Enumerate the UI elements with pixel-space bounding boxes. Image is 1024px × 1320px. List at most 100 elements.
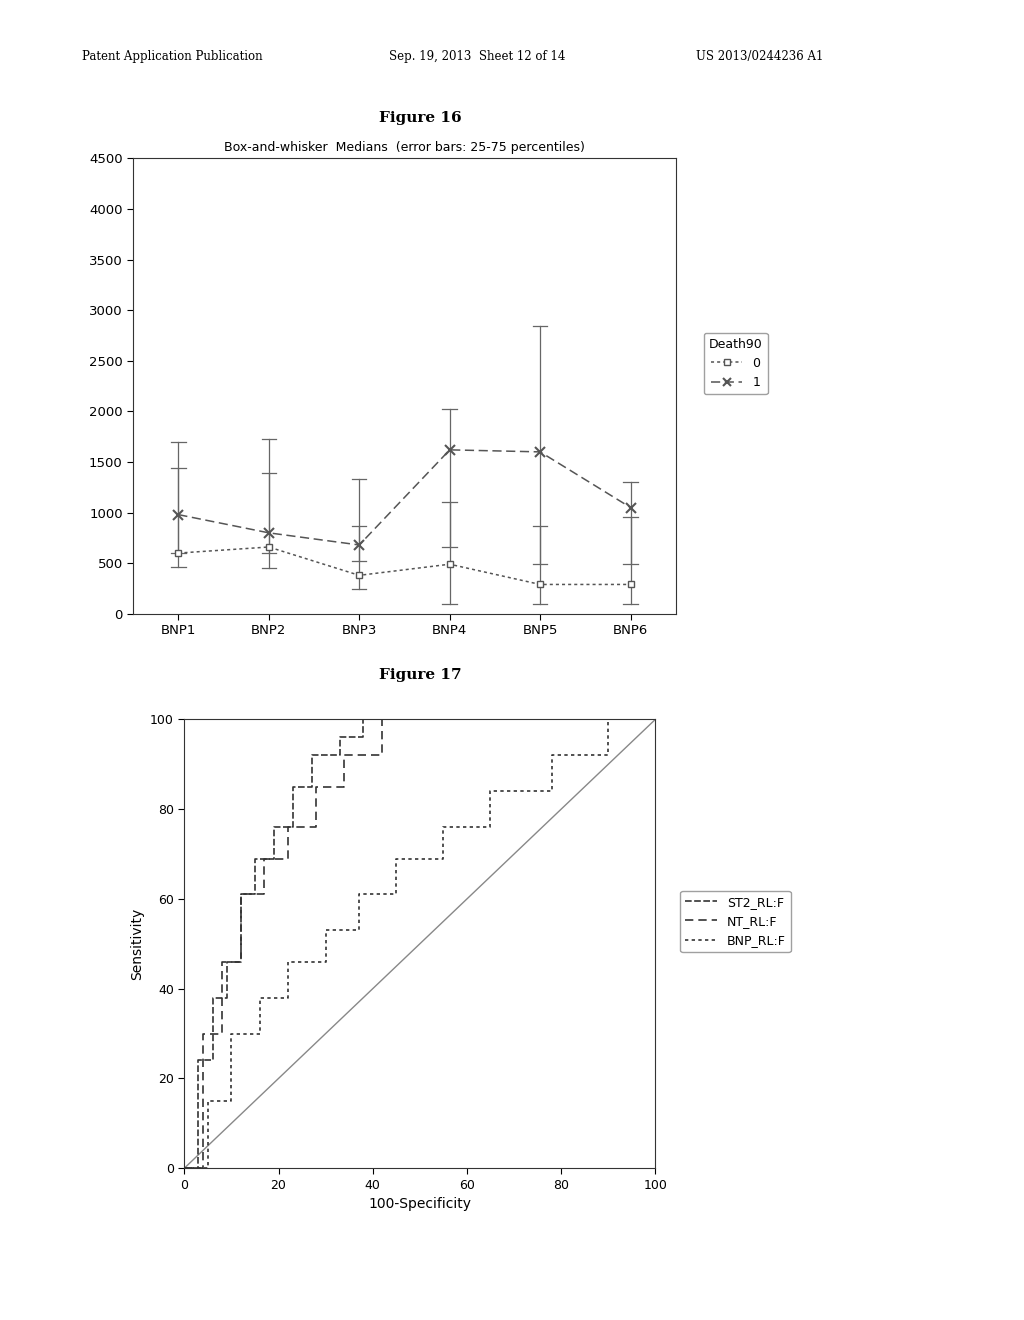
ST2_RL:F <box>649 711 662 727</box>
NT_RL:F <box>216 1026 228 1041</box>
NT_RL:F <box>376 747 388 763</box>
BNP_RL:F <box>202 1160 214 1176</box>
ST2_RL:F <box>287 779 299 795</box>
Line: ST2_RL:F: ST2_RL:F <box>184 719 655 1168</box>
Text: Figure 16: Figure 16 <box>379 111 461 125</box>
NT_RL:F <box>452 711 464 727</box>
0 <box>625 577 637 593</box>
BNP_RL:F <box>282 954 294 970</box>
BNP_RL:F <box>352 887 365 903</box>
BNP_RL:F <box>352 923 365 939</box>
NT_RL:F <box>376 711 388 727</box>
0 <box>172 545 184 561</box>
1 <box>625 499 637 515</box>
ST2_RL:F <box>249 887 261 903</box>
BNP_RL:F <box>484 820 497 836</box>
ST2_RL:F <box>357 730 370 746</box>
NT_RL:F <box>414 711 426 727</box>
1 <box>353 537 366 553</box>
Line: 0: 0 <box>175 544 634 587</box>
BNP_RL:F <box>546 783 558 799</box>
NT_RL:F <box>258 887 270 903</box>
Line: NT_RL:F: NT_RL:F <box>184 719 655 1168</box>
NT_RL:F <box>338 747 350 763</box>
NT_RL:F <box>216 954 228 970</box>
ST2_RL:F <box>220 990 232 1006</box>
BNP_RL:F <box>484 783 497 799</box>
BNP_RL:F <box>602 747 614 763</box>
Line: 1: 1 <box>173 445 636 550</box>
NT_RL:F <box>258 850 270 866</box>
NT_RL:F <box>282 850 294 866</box>
BNP_RL:F <box>390 850 402 866</box>
BNP_RL:F <box>390 887 402 903</box>
ST2_RL:F <box>287 820 299 836</box>
NT_RL:F <box>178 1160 190 1176</box>
1 <box>443 442 456 458</box>
ST2_RL:F <box>267 850 280 866</box>
Line: BNP_RL:F: BNP_RL:F <box>184 719 655 1168</box>
Legend: 0, 1: 0, 1 <box>703 333 768 395</box>
ST2_RL:F <box>234 954 247 970</box>
0 <box>535 577 547 593</box>
ST2_RL:F <box>334 730 346 746</box>
BNP_RL:F <box>546 747 558 763</box>
Text: US 2013/0244236 A1: US 2013/0244236 A1 <box>696 50 823 63</box>
BNP_RL:F <box>282 990 294 1006</box>
BNP_RL:F <box>437 850 450 866</box>
NT_RL:F <box>310 820 323 836</box>
ST2_RL:F <box>234 887 247 903</box>
NT_RL:F <box>555 711 567 727</box>
1 <box>262 525 274 541</box>
BNP_RL:F <box>602 711 614 727</box>
1 <box>535 444 547 459</box>
BNP_RL:F <box>319 954 332 970</box>
NT_RL:F <box>499 711 511 727</box>
ST2_RL:F <box>178 1160 190 1176</box>
NT_RL:F <box>414 711 426 727</box>
Y-axis label: Sensitivity: Sensitivity <box>130 908 144 979</box>
NT_RL:F <box>310 779 323 795</box>
ST2_RL:F <box>414 711 426 727</box>
ST2_RL:F <box>357 711 370 727</box>
BNP_RL:F <box>254 1026 266 1041</box>
ST2_RL:F <box>249 850 261 866</box>
BNP_RL:F <box>319 923 332 939</box>
NT_RL:F <box>197 1160 209 1176</box>
BNP_RL:F <box>254 990 266 1006</box>
ST2_RL:F <box>193 1052 205 1068</box>
BNP_RL:F <box>649 711 662 727</box>
BNP_RL:F <box>437 820 450 836</box>
BNP_RL:F <box>202 1093 214 1109</box>
NT_RL:F <box>499 711 511 727</box>
ST2_RL:F <box>207 1052 219 1068</box>
NT_RL:F <box>234 887 247 903</box>
Text: Sep. 19, 2013  Sheet 12 of 14: Sep. 19, 2013 Sheet 12 of 14 <box>389 50 565 63</box>
ST2_RL:F <box>220 954 232 970</box>
ST2_RL:F <box>385 711 397 727</box>
Text: Patent Application Publication: Patent Application Publication <box>82 50 262 63</box>
0 <box>443 556 456 572</box>
NT_RL:F <box>338 779 350 795</box>
NT_RL:F <box>452 711 464 727</box>
NT_RL:F <box>616 711 629 727</box>
Legend: ST2_RL:F, NT_RL:F, BNP_RL:F: ST2_RL:F, NT_RL:F, BNP_RL:F <box>681 891 791 952</box>
X-axis label: 100-Specificity: 100-Specificity <box>369 1197 471 1212</box>
NT_RL:F <box>282 820 294 836</box>
NT_RL:F <box>555 711 567 727</box>
BNP_RL:F <box>225 1026 238 1041</box>
ST2_RL:F <box>305 779 317 795</box>
1 <box>172 507 184 523</box>
NT_RL:F <box>649 711 662 727</box>
ST2_RL:F <box>414 711 426 727</box>
NT_RL:F <box>616 711 629 727</box>
Text: Figure 17: Figure 17 <box>379 668 461 682</box>
NT_RL:F <box>234 954 247 970</box>
Title: Box-and-whisker  Medians  (error bars: 25-75 percentiles): Box-and-whisker Medians (error bars: 25-… <box>224 141 585 154</box>
ST2_RL:F <box>193 1160 205 1176</box>
ST2_RL:F <box>385 711 397 727</box>
0 <box>353 568 366 583</box>
BNP_RL:F <box>225 1093 238 1109</box>
ST2_RL:F <box>334 747 346 763</box>
ST2_RL:F <box>207 990 219 1006</box>
